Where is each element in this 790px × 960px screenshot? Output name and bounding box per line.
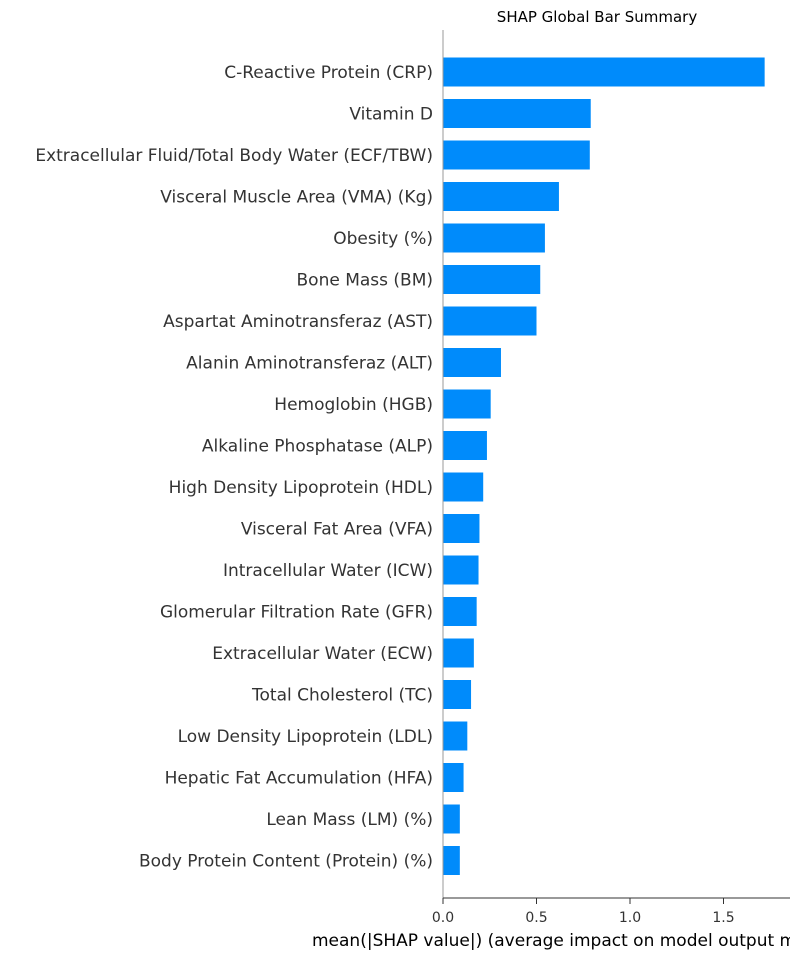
bar [443, 223, 545, 253]
x-tick-label: 0.5 [525, 910, 547, 926]
x-ticks-group: 0.0 0.5 1.0 1.5 [432, 898, 735, 926]
x-axis-label: mean(|SHAP value|) (average impact on mo… [312, 931, 790, 951]
bar [443, 265, 541, 294]
category-label: Low Density Lipoprotein (LDL) [178, 727, 433, 747]
category-label: Total Cholesterol (TC) [251, 686, 433, 706]
category-label: Bone Mass (BM) [297, 271, 434, 291]
bar [443, 472, 484, 502]
category-label: C-Reactive Protein (CRP) [224, 63, 433, 83]
bar [443, 57, 765, 87]
bar [443, 555, 479, 585]
category-label: Vitamin D [349, 105, 433, 125]
bar [443, 680, 472, 709]
category-label: Aspartat Aminotransferaz (AST) [163, 312, 433, 332]
category-label: Hemoglobin (HGB) [274, 395, 433, 415]
category-label: Extracellular Water (ECW) [212, 644, 433, 664]
category-label: High Density Lipoprotein (HDL) [169, 478, 433, 498]
category-label: Alkaline Phosphatase (ALP) [202, 437, 433, 457]
bar [443, 721, 468, 751]
category-label: Obesity (%) [333, 229, 433, 249]
x-tick-label: 1.0 [619, 910, 641, 926]
bar [443, 846, 460, 875]
bars-group [443, 57, 765, 875]
category-label: Lean Mass (LM) (%) [266, 810, 433, 830]
bar [443, 306, 537, 336]
category-labels-group: C-Reactive Protein (CRP) Vitamin D Extrace… [35, 63, 433, 872]
category-label: Visceral Fat Area (VFA) [241, 520, 433, 540]
category-label: Body Protein Content (Protein) (%) [139, 852, 433, 872]
category-label: Alanin Aminotransferaz (ALT) [186, 354, 433, 374]
bar [443, 140, 590, 170]
bar [443, 431, 487, 460]
category-label: Intracellular Water (ICW) [223, 561, 433, 581]
bar [443, 99, 591, 128]
category-label: Visceral Muscle Area (VMA) (Kg) [160, 188, 433, 208]
bar [443, 348, 501, 377]
bar [443, 389, 491, 419]
bar [443, 638, 474, 668]
x-tick-label: 0.0 [432, 910, 454, 926]
bar [443, 182, 559, 211]
bar [443, 514, 480, 543]
category-label: Hepatic Fat Accumulation (HFA) [165, 769, 433, 789]
x-tick-label: 1.5 [712, 910, 734, 926]
category-label: Glomerular Filtration Rate (GFR) [160, 603, 433, 623]
bar [443, 804, 460, 834]
chart-title: SHAP Global Bar Summary [497, 8, 698, 26]
bar [443, 597, 477, 626]
bar [443, 763, 464, 792]
category-label: Extracellular Fluid/Total Body Water (EC… [35, 146, 433, 166]
